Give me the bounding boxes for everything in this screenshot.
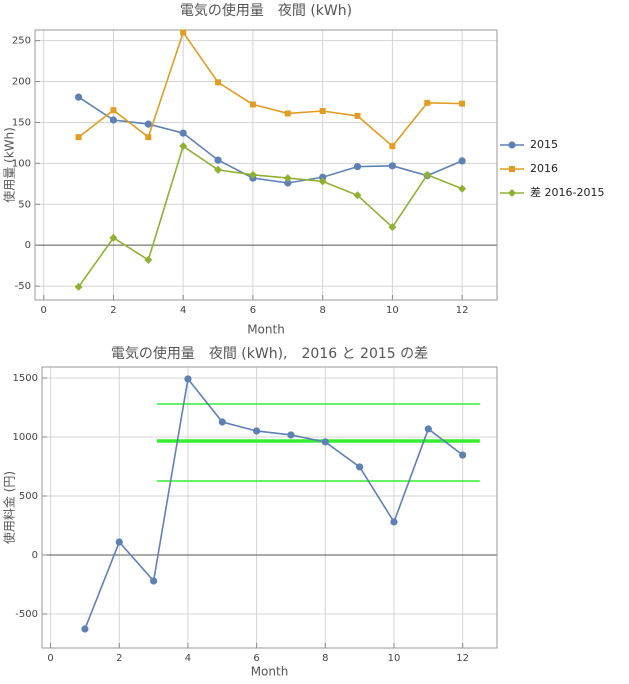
marker: [389, 143, 396, 150]
marker: [458, 184, 467, 193]
marker: [321, 438, 329, 446]
marker: [283, 174, 292, 183]
marker: [214, 165, 223, 174]
x-tick-label: 8: [322, 653, 328, 664]
y-tick-label: 200: [12, 77, 31, 88]
marker: [110, 107, 117, 114]
chart-title: 電気の使用量 夜間 (kWh): [180, 2, 352, 19]
y-axis-label: 使用料金 (円): [2, 471, 17, 544]
legend-label: 2016: [530, 162, 558, 175]
x-tick-label: 4: [180, 305, 186, 316]
marker: [215, 79, 222, 86]
y-tick-label: 100: [12, 158, 31, 169]
y-tick-label: 1000: [13, 432, 38, 443]
marker: [319, 108, 326, 114]
y-axis-label: 使用量 (kWh): [2, 127, 17, 203]
marker: [218, 418, 226, 426]
marker: [319, 173, 327, 181]
legend-label: 2015: [530, 138, 558, 151]
x-tick-label: 10: [386, 305, 399, 316]
plot-frame: [41, 366, 498, 649]
marker: [388, 162, 396, 170]
x-tick-label: 0: [41, 305, 47, 316]
chart-title: 電気の使用量 夜間 (kWh), 2016 と 2015 の差: [111, 345, 428, 362]
marker: [144, 120, 152, 128]
series-line: [78, 96, 463, 184]
marker: [318, 177, 327, 186]
x-tick-label: 8: [319, 305, 325, 316]
marker: [284, 110, 291, 117]
marker: [287, 431, 295, 439]
marker: [74, 93, 83, 101]
x-tick-label: 6: [253, 653, 259, 664]
legend-label: 差 2016-2015: [530, 185, 604, 199]
marker: [354, 112, 361, 119]
y-tick-label: 500: [19, 491, 38, 502]
x-axis-label: Month: [251, 665, 289, 679]
marker: [179, 142, 188, 151]
y-tick-label: 150: [12, 117, 31, 128]
marker: [353, 191, 362, 200]
x-tick-label: 4: [185, 653, 191, 664]
series-line: [78, 30, 463, 148]
marker: [508, 189, 516, 197]
marker: [144, 255, 153, 264]
y-tick-label: 0: [25, 240, 31, 251]
plot-frame: [34, 29, 498, 301]
marker: [249, 101, 256, 108]
marker: [458, 157, 466, 165]
marker: [248, 170, 257, 179]
marker: [459, 100, 466, 107]
x-axis-label: Month: [247, 323, 285, 337]
x-tick-label: 2: [116, 653, 122, 664]
x-tick-label: 10: [388, 653, 401, 664]
marker: [353, 163, 362, 171]
marker: [509, 166, 515, 172]
marker: [459, 451, 467, 459]
marker: [109, 233, 118, 242]
series-line: [84, 377, 464, 630]
marker: [180, 29, 187, 36]
y-tick-label: 50: [18, 199, 31, 210]
marker: [150, 577, 158, 585]
x-tick-label: 0: [47, 653, 53, 664]
marker: [253, 427, 261, 435]
y-tick-label: 250: [12, 36, 31, 47]
x-tick-label: 12: [456, 653, 469, 664]
marker: [214, 156, 222, 164]
x-tick-label: 6: [250, 305, 256, 316]
series-line: [77, 144, 463, 288]
marker: [115, 538, 123, 546]
marker: [356, 463, 364, 471]
marker: [390, 518, 398, 526]
x-tick-label: 2: [110, 305, 116, 316]
marker: [145, 134, 152, 141]
y-tick-label: -500: [15, 609, 38, 620]
marker: [75, 134, 82, 141]
y-tick-label: 0: [32, 550, 38, 561]
marker: [184, 375, 192, 383]
marker: [109, 116, 118, 124]
marker: [508, 141, 516, 149]
y-tick-label: 1500: [13, 373, 38, 384]
marker: [424, 425, 432, 433]
marker: [388, 223, 397, 232]
marker: [74, 282, 83, 291]
x-tick-label: 12: [456, 305, 469, 316]
marker: [81, 625, 89, 633]
marker: [423, 170, 432, 179]
marker: [424, 99, 431, 106]
marker: [284, 179, 292, 187]
marker: [179, 129, 187, 137]
y-tick-label: -50: [15, 281, 31, 292]
